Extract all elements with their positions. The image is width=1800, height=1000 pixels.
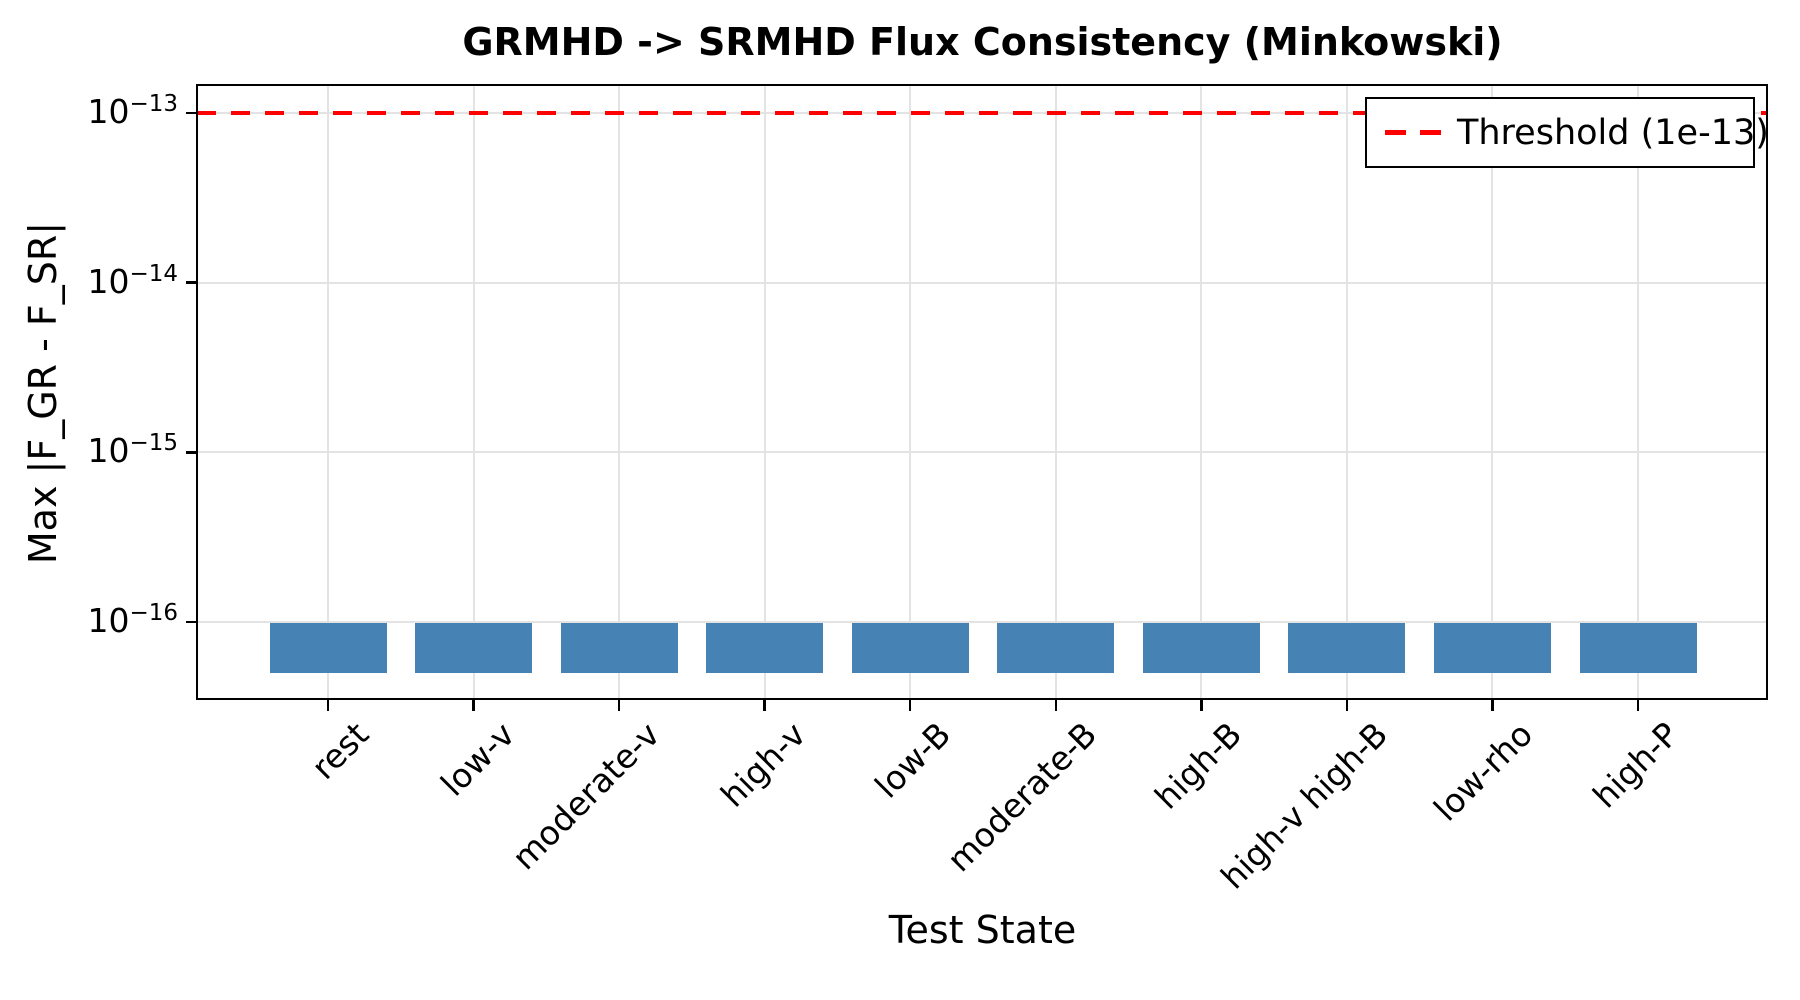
x-tick-mark <box>1054 700 1058 711</box>
bar-moderate-B <box>997 623 1115 674</box>
bar-low-v <box>415 623 533 674</box>
y-tick-label: 10−14 <box>87 260 178 301</box>
y-gridline <box>197 621 1768 624</box>
x-gridline <box>1345 85 1348 700</box>
bar-rest <box>269 623 387 674</box>
legend-label: Threshold (1e-13) <box>1457 112 1769 153</box>
plot-frame <box>196 84 1768 700</box>
y-tick-label: 10−16 <box>87 600 178 641</box>
bar-high-v high-B <box>1288 623 1406 674</box>
legend: Threshold (1e-13) <box>1365 97 1769 168</box>
y-gridline <box>197 281 1768 284</box>
x-tick-mark <box>472 700 475 711</box>
x-axis-label: Test State <box>888 908 1077 952</box>
x-tick-label: rest <box>303 714 377 787</box>
x-tick-mark <box>617 700 621 711</box>
threshold-line <box>197 110 1768 116</box>
y-tick-label: 10−15 <box>87 430 178 471</box>
x-gridline <box>1054 85 1057 700</box>
y-gridline <box>197 451 1768 454</box>
x-tick-mark <box>908 700 912 711</box>
x-tick-mark <box>763 700 766 711</box>
x-tick-mark <box>326 700 330 711</box>
x-tick-mark <box>1345 700 1349 711</box>
y-tick-mark <box>186 111 197 115</box>
x-gridline <box>763 85 766 700</box>
x-tick-mark <box>1636 700 1640 711</box>
bar-low-rho <box>1433 623 1551 674</box>
bar-low-B <box>851 623 969 674</box>
y-tick-mark <box>186 620 197 624</box>
chart-title: GRMHD -> SRMHD Flux Consistency (Minkows… <box>462 20 1503 64</box>
bar-moderate-v <box>560 623 678 674</box>
x-tick-mark <box>1491 700 1494 711</box>
bar-high-P <box>1579 623 1697 674</box>
dashed-line-icon <box>1385 130 1441 135</box>
y-axis-label: Max |F_GR - F_SR| <box>21 221 65 565</box>
y-tick-mark <box>186 451 197 454</box>
y-tick-mark <box>186 281 197 284</box>
bar-high-v <box>706 623 824 674</box>
x-gridline <box>909 85 912 700</box>
x-gridline <box>618 85 621 700</box>
x-gridline <box>327 85 329 700</box>
x-gridline <box>1637 85 1640 700</box>
x-gridline <box>1491 85 1494 700</box>
x-tick-mark <box>1200 700 1203 711</box>
x-gridline <box>1200 85 1203 700</box>
x-gridline <box>472 85 475 700</box>
y-tick-label: 10−13 <box>87 91 178 131</box>
bar-high-B <box>1142 623 1260 674</box>
